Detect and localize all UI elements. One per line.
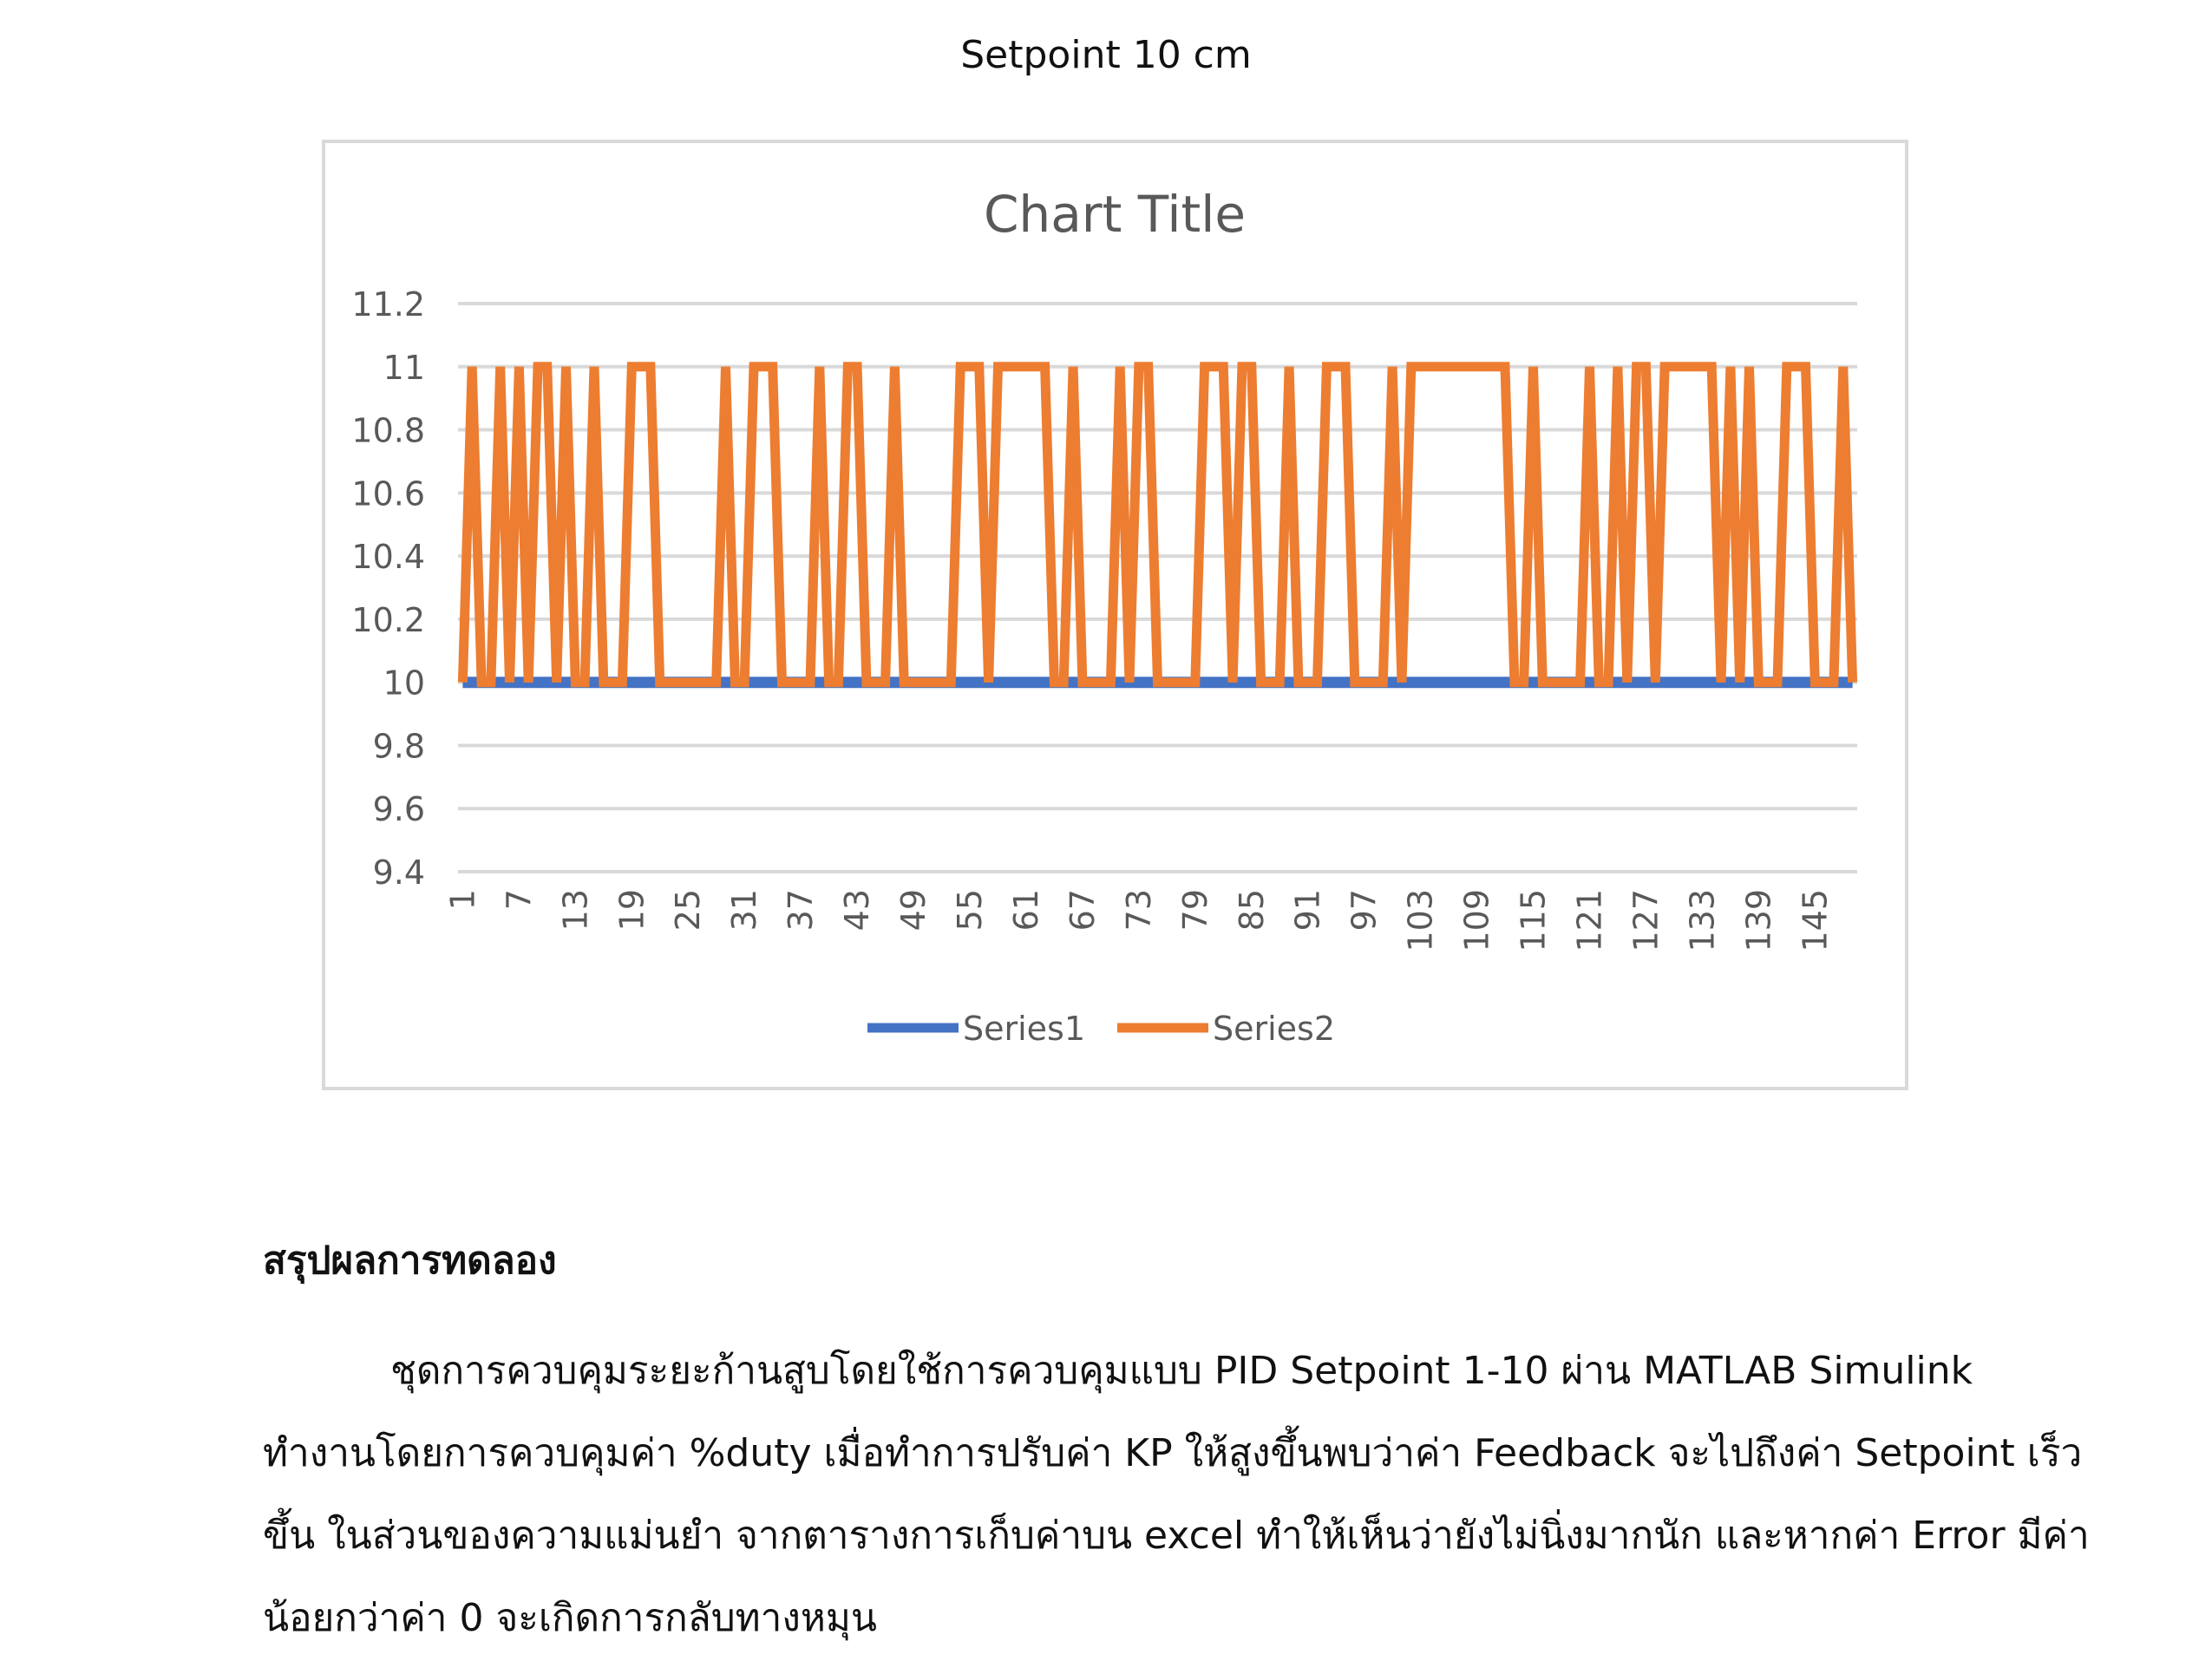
x-tick-label: 139 bbox=[1739, 889, 1777, 952]
y-tick-label: 10 bbox=[383, 664, 425, 703]
x-tick-label: 19 bbox=[612, 889, 651, 931]
paragraph-line-1: ชุดการควบคุมระยะก้านสูบโดยใช้การควบคุมแบ… bbox=[390, 1349, 1973, 1393]
paragraph-line-3: ขึ้น ในส่วนของความแม่นยำ จากตารางการเก็บ… bbox=[263, 1514, 2090, 1558]
x-tick-label: 109 bbox=[1458, 889, 1496, 952]
x-tick-label: 43 bbox=[838, 889, 876, 931]
y-tick-label: 11.2 bbox=[351, 285, 425, 324]
paragraph-line-4: น้อยกว่าค่า 0 จะเกิดการกลับทางหมุน bbox=[263, 1596, 877, 1640]
chart-container: Chart Title 9.4 9.6 9.8 10 10.2 10.4 10.6 10.8 11… bbox=[322, 140, 1908, 1090]
y-tick-label: 9.4 bbox=[373, 853, 425, 892]
y-tick-label: 10.6 bbox=[351, 474, 425, 513]
y-tick-label: 9.8 bbox=[373, 727, 425, 765]
x-tick-label: 73 bbox=[1120, 889, 1158, 931]
x-tick-label: 127 bbox=[1626, 889, 1665, 952]
line-chart: Chart Title9.49.69.81010.210.410.610.811… bbox=[351, 185, 1858, 1048]
figure-caption: Setpoint 10 cm bbox=[960, 33, 1252, 77]
x-tick-label: 145 bbox=[1796, 889, 1834, 952]
legend-label-series2: Series2 bbox=[1213, 1010, 1335, 1048]
x-tick-label: 1 bbox=[443, 889, 481, 910]
x-tick-label: 25 bbox=[669, 889, 707, 931]
x-tick-label: 85 bbox=[1233, 889, 1271, 931]
paragraph-line-2: ทำงานโดยการควบคุมค่า %duty เมื่อทำการปรั… bbox=[263, 1431, 2083, 1475]
x-tick-label: 133 bbox=[1683, 889, 1721, 952]
section-heading: สรุปผลการทดลอง bbox=[263, 1239, 557, 1283]
x-tick-label: 91 bbox=[1289, 889, 1327, 931]
y-tick-label: 10.4 bbox=[351, 538, 425, 576]
y-tick-label: 10.8 bbox=[351, 412, 425, 450]
y-tick-label: 11 bbox=[383, 349, 425, 387]
x-tick-label: 55 bbox=[951, 889, 989, 931]
x-tick-label: 31 bbox=[725, 889, 763, 931]
x-tick-label: 67 bbox=[1063, 889, 1102, 931]
x-tick-label: 7 bbox=[500, 889, 538, 910]
x-tick-label: 115 bbox=[1515, 889, 1553, 952]
x-tick-label: 37 bbox=[782, 889, 820, 931]
y-tick-label: 10.2 bbox=[351, 601, 425, 639]
x-tick-label: 49 bbox=[894, 889, 933, 931]
x-tick-label: 121 bbox=[1570, 889, 1608, 952]
chart-title: Chart Title bbox=[984, 185, 1246, 244]
y-tick-label: 9.6 bbox=[373, 790, 425, 828]
x-tick-label: 103 bbox=[1402, 889, 1440, 952]
x-tick-label: 13 bbox=[556, 889, 594, 931]
legend-label-series1: Series1 bbox=[963, 1010, 1085, 1048]
x-tick-label: 79 bbox=[1176, 889, 1214, 931]
series-line-series2 bbox=[457, 362, 1858, 688]
x-tick-label: 97 bbox=[1345, 889, 1384, 931]
x-tick-label: 61 bbox=[1007, 889, 1045, 931]
